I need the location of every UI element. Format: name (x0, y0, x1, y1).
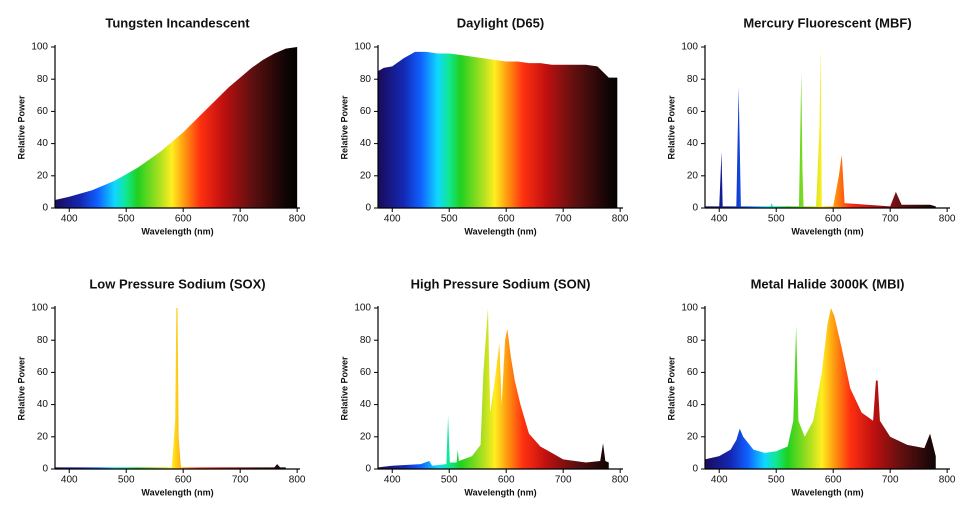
y-tick-label: 40 (360, 399, 372, 410)
y-tick-label: 60 (360, 367, 372, 378)
x-tick-label: 600 (498, 214, 515, 225)
y-tick-label: 40 (360, 138, 372, 149)
y-tick-label: 100 (354, 42, 371, 53)
x-tick-label: 500 (768, 214, 785, 225)
x-axis-label: Wavelength (nm) (464, 226, 536, 236)
x-tick-label: 400 (61, 214, 78, 225)
x-tick-label: 600 (175, 475, 192, 486)
x-tick-label: 400 (711, 475, 728, 486)
x-tick-label: 500 (441, 214, 458, 225)
y-tick-label: 40 (687, 399, 699, 410)
y-tick-label: 60 (687, 106, 699, 117)
x-tick-label: 800 (289, 475, 306, 486)
y-tick-label: 60 (687, 367, 699, 378)
y-tick-label: 20 (37, 431, 49, 442)
x-tick-label: 500 (768, 475, 785, 486)
x-tick-label: 700 (555, 214, 572, 225)
chart-title: Mercury Fluorescent (MBF) (743, 15, 911, 30)
x-tick-label: 600 (825, 214, 842, 225)
chart-title: High Pressure Sodium (SON) (411, 276, 591, 291)
spectrum-area (705, 47, 936, 208)
y-tick-label: 40 (37, 399, 49, 410)
y-axis-label: Relative Power (666, 95, 676, 160)
y-tick-label: 80 (37, 74, 49, 85)
x-axis-label: Wavelength (nm) (141, 487, 213, 497)
x-tick-label: 800 (612, 475, 629, 486)
chart-title: Low Pressure Sodium (SOX) (89, 276, 265, 291)
x-tick-label: 800 (289, 214, 306, 225)
y-tick-label: 0 (365, 464, 371, 475)
x-tick-label: 700 (882, 475, 899, 486)
spectrum-area (55, 308, 286, 469)
x-tick-label: 800 (939, 214, 956, 225)
x-axis-label: Wavelength (nm) (141, 226, 213, 236)
x-tick-label: 500 (118, 214, 135, 225)
chart-title: Daylight (D65) (457, 15, 544, 30)
y-tick-label: 100 (31, 303, 48, 314)
y-tick-label: 0 (692, 464, 698, 475)
x-tick-label: 700 (232, 475, 249, 486)
y-tick-label: 80 (687, 335, 699, 346)
y-tick-label: 80 (687, 74, 699, 85)
x-axis-label: Wavelength (nm) (791, 487, 863, 497)
y-tick-label: 80 (360, 74, 372, 85)
y-tick-label: 0 (42, 464, 48, 475)
y-tick-label: 0 (692, 203, 698, 214)
y-tick-label: 20 (687, 170, 699, 181)
y-tick-label: 100 (354, 303, 371, 314)
x-tick-label: 600 (175, 214, 192, 225)
chart-title: Tungsten Incandescent (105, 15, 250, 30)
x-tick-label: 400 (61, 475, 78, 486)
y-tick-label: 20 (687, 431, 699, 442)
x-tick-label: 700 (555, 475, 572, 486)
y-tick-label: 20 (360, 170, 372, 181)
x-tick-label: 600 (825, 475, 842, 486)
x-tick-label: 800 (612, 214, 629, 225)
x-tick-label: 400 (384, 475, 401, 486)
y-tick-label: 100 (31, 42, 48, 53)
x-tick-label: 500 (118, 475, 135, 486)
y-tick-label: 60 (37, 367, 49, 378)
spectrum-area (378, 308, 609, 469)
x-axis-label: Wavelength (nm) (464, 487, 536, 497)
y-axis-label: Relative Power (16, 356, 26, 421)
y-tick-label: 40 (687, 138, 699, 149)
x-tick-label: 700 (882, 214, 899, 225)
spectrum-area (705, 308, 936, 469)
y-axis-label: Relative Power (339, 356, 349, 421)
y-tick-label: 80 (37, 335, 49, 346)
y-axis-label: Relative Power (16, 95, 26, 160)
x-axis-label: Wavelength (nm) (791, 226, 863, 236)
y-tick-label: 80 (360, 335, 372, 346)
chart-title: Metal Halide 3000K (MBI) (751, 276, 905, 291)
y-tick-label: 40 (37, 138, 49, 149)
y-tick-label: 20 (37, 170, 49, 181)
y-axis-label: Relative Power (339, 95, 349, 160)
spectrum-area (55, 47, 298, 208)
y-tick-label: 100 (681, 42, 698, 53)
x-tick-label: 700 (232, 214, 249, 225)
y-tick-label: 60 (360, 106, 372, 117)
spectrum-area (378, 51, 618, 208)
x-tick-label: 600 (498, 475, 515, 486)
y-axis-label: Relative Power (666, 356, 676, 421)
y-tick-label: 60 (37, 106, 49, 117)
y-tick-label: 0 (365, 203, 371, 214)
y-tick-label: 100 (681, 303, 698, 314)
x-tick-label: 500 (441, 475, 458, 486)
y-tick-label: 20 (360, 431, 372, 442)
x-tick-label: 400 (711, 214, 728, 225)
x-tick-label: 400 (384, 214, 401, 225)
x-tick-label: 800 (939, 475, 956, 486)
y-tick-label: 0 (42, 203, 48, 214)
